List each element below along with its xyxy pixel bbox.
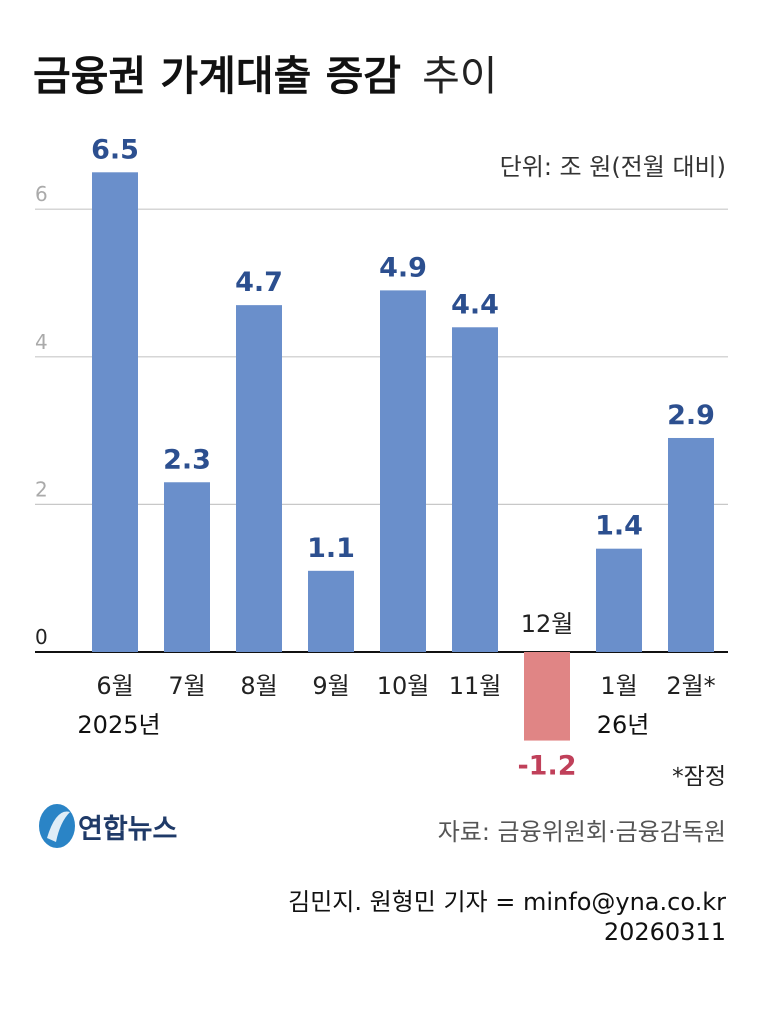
year-label: 2025년 [77, 711, 160, 739]
value-label: 2.3 [163, 444, 211, 475]
bar [668, 437, 714, 652]
x-tick-label: 7월 [168, 672, 205, 700]
value-label: 4.9 [379, 252, 427, 283]
x-tick-label: 1월 [600, 672, 637, 700]
x-tick-label: 2월* [666, 672, 715, 700]
bar [380, 290, 426, 652]
y-tick-label: 0 [35, 625, 48, 649]
y-tick-label: 6 [35, 182, 48, 206]
credit: 김민지. 원형민 기자 = minfo@yna.co.kr [288, 888, 726, 916]
y-tick-label: 4 [35, 330, 48, 354]
source: 자료: 금융위원회·금융감독원 [438, 818, 726, 846]
year-label: 26년 [597, 711, 650, 739]
value-label: 2.9 [667, 400, 715, 431]
bar [164, 482, 210, 652]
value-label: 1.1 [307, 533, 355, 564]
value-label: -1.2 [517, 751, 576, 782]
yonhap-logo: 연합뉴스 [39, 804, 177, 848]
footnote: *잠정 [672, 764, 726, 790]
unit-note: 단위: 조 원(전월 대비) [500, 153, 726, 181]
value-label: 4.4 [451, 289, 499, 320]
title-light: 추이 [422, 52, 497, 100]
y-tick-label: 2 [35, 477, 48, 501]
bar [92, 172, 138, 653]
bar [236, 305, 282, 652]
bar [596, 548, 642, 652]
x-tick-label: 11월 [449, 672, 502, 700]
x-tick-label: 12월 [521, 610, 574, 638]
x-tick-label: 9월 [312, 672, 349, 700]
x-tick-label: 6월 [96, 672, 133, 700]
value-label: 1.4 [595, 511, 643, 542]
bar [452, 327, 498, 652]
date: 20260311 [604, 918, 726, 946]
x-tick-label: 10월 [377, 672, 430, 700]
bar [308, 570, 354, 652]
chart-title: 금융권 가계대출 증감 추이 [33, 52, 498, 100]
value-label: 6.5 [91, 134, 139, 165]
value-label: 4.7 [235, 267, 283, 298]
title-bold: 금융권 가계대출 증감 [33, 52, 401, 100]
logo-text: 연합뉴스 [78, 814, 177, 845]
bar [524, 652, 570, 741]
x-tick-label: 8월 [240, 672, 277, 700]
